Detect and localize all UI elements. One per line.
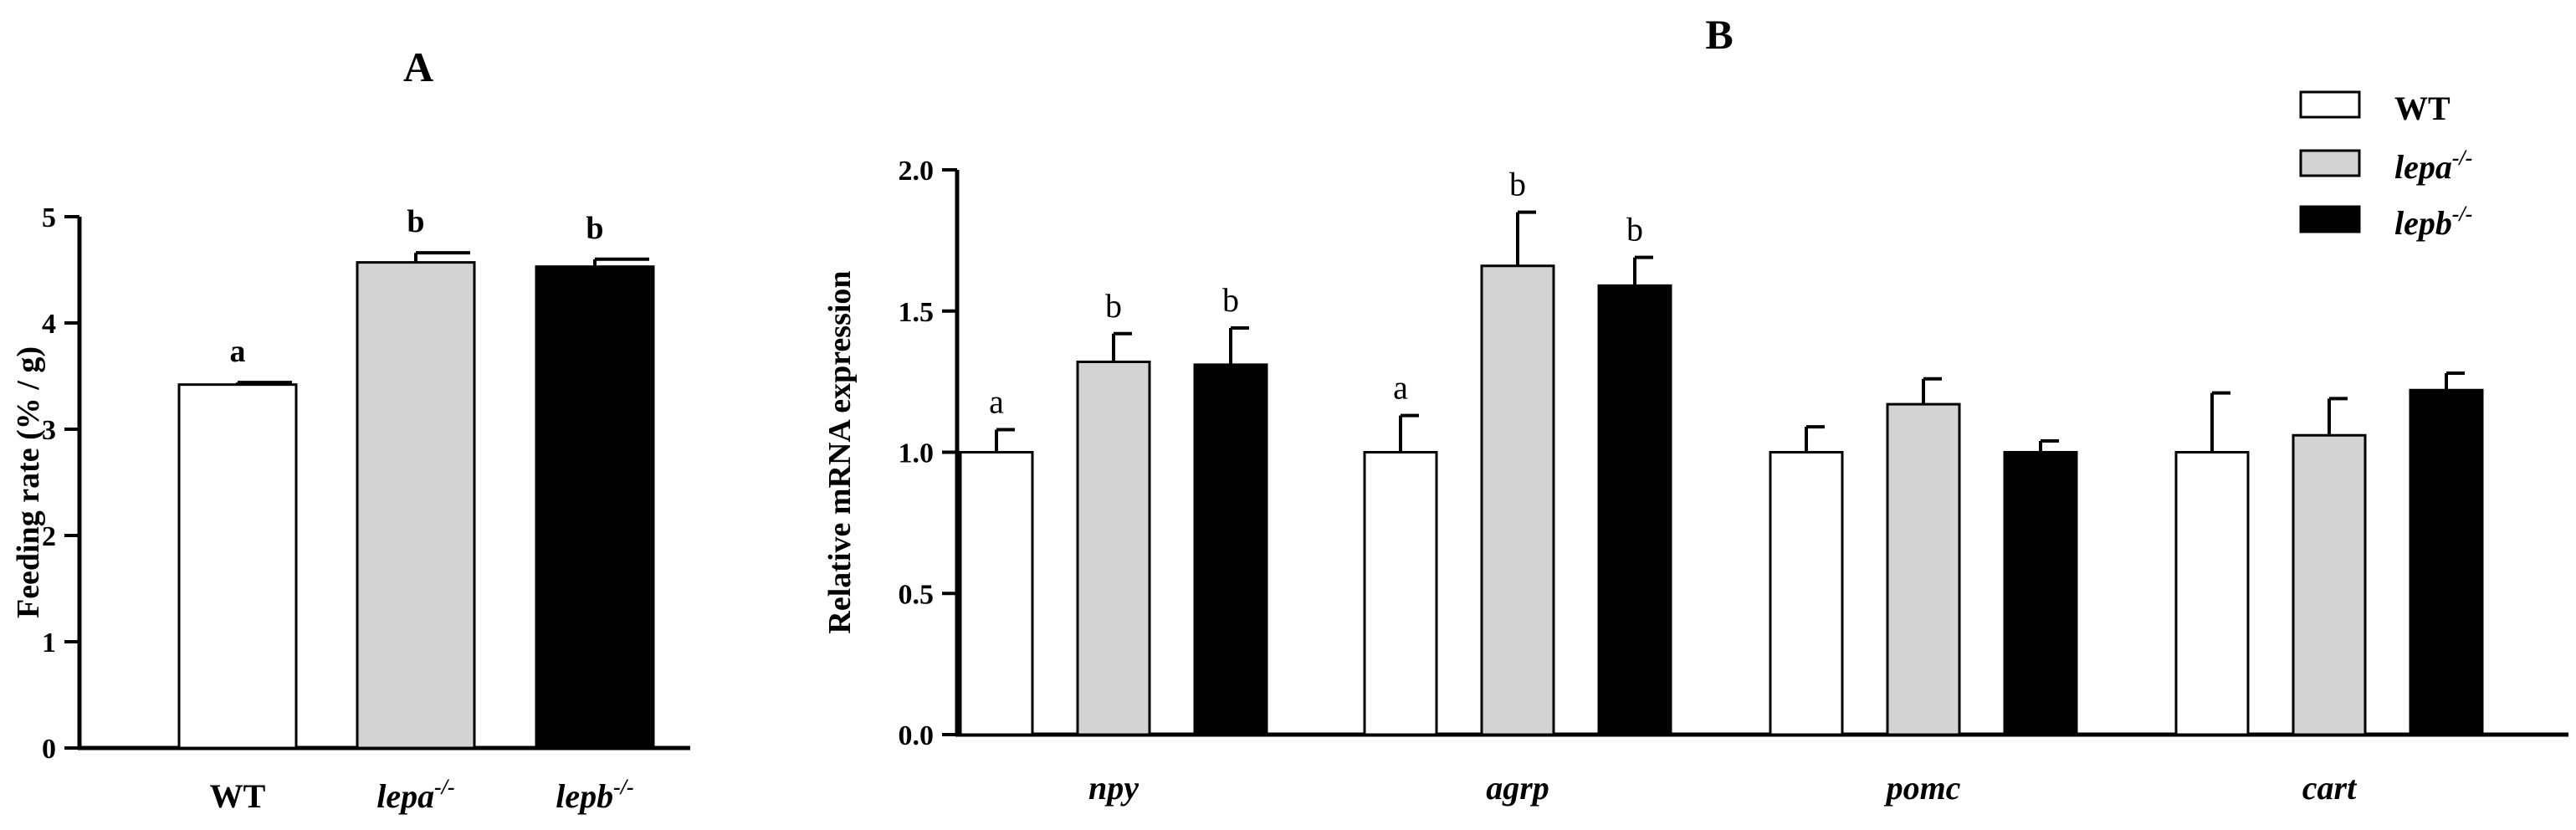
legend-swatch [2299, 90, 2361, 119]
legend-label: WT [2394, 90, 2451, 127]
panel-a-significance-letter: b [586, 211, 603, 246]
panel-a-category-label-text: lepa [376, 777, 434, 815]
panel-b-label: B [1705, 11, 1733, 58]
panel-a-significance-letter: b [407, 204, 424, 239]
legend-label-superscript: -/- [2452, 146, 2473, 170]
panel-b-significance-letter: a [989, 383, 1004, 421]
panel-b-bar [1193, 363, 1268, 736]
panel-b-y-tick-label: 1.5 [899, 297, 935, 328]
legend-swatch [2299, 205, 2361, 233]
panel-b-significance-letter: b [1626, 211, 1643, 248]
panel-b-y-tick-label: 0.0 [899, 720, 935, 751]
panel-b-y-axis-title: Relative mRNA expression [822, 270, 858, 633]
panel-a-category-label: lepb-/- [556, 775, 633, 815]
panel-b-category-label: cart [2302, 769, 2358, 807]
legend-swatch [2299, 149, 2361, 177]
panel-a-label: A [403, 44, 433, 90]
panel-b-bar [2409, 388, 2484, 736]
panel-a-y-tick-label: 0 [42, 734, 56, 765]
panel-b-bar [2292, 433, 2367, 736]
panel-a-category-label-superscript: -/- [434, 775, 455, 799]
panel-a-category-label-superscript: -/- [613, 775, 634, 799]
panel-b-bar [2174, 451, 2250, 736]
legend-label: lepb-/- [2394, 202, 2472, 242]
panel-a-bar [356, 261, 476, 750]
panel-b-chart: B 0.0 0.5 1.0 1.5 2.0 Relative mRNA expression… [822, 11, 2568, 807]
panel-a-bar [535, 265, 655, 750]
legend-label-text: lepa [2394, 148, 2452, 186]
panel-b-bar [1597, 284, 1672, 736]
panel-a-category-label-text: lepb [556, 777, 613, 815]
panel-b-bar [1480, 264, 1555, 736]
panel-b-significance-letter: a [1393, 369, 1408, 407]
panel-a-y-axis-title: Feeding rate (% / g) [11, 346, 46, 618]
panel-a-y-tick-label: 5 [42, 202, 56, 233]
panel-a-y-tick-label: 1 [42, 628, 56, 658]
legend-label-text: WT [2394, 90, 2451, 127]
panel-b-category-label: npy [1088, 769, 1139, 807]
panel-a-significance-letter: a [230, 334, 246, 369]
panel-b-bar [1886, 402, 1961, 736]
panel-b-significance-letter: b [1105, 287, 1122, 325]
legend-label-text: lepb [2394, 204, 2452, 242]
panel-b-y-tick-label: 1.0 [899, 438, 935, 469]
panel-b-bar [959, 451, 1034, 736]
panel-a-category-label: lepa-/- [376, 775, 454, 815]
legend-label: lepa-/- [2394, 146, 2472, 186]
panel-b-y-tick-label: 2.0 [899, 156, 935, 187]
panel-b-bar [1076, 361, 1151, 736]
legend-label-superscript: -/- [2452, 202, 2473, 226]
panel-b-category-label: agrp [1486, 769, 1549, 807]
panel-b-bar [1769, 451, 1844, 736]
panel-b-category-label: pomc [1884, 769, 1961, 807]
panel-a-y-tick-label: 4 [42, 309, 56, 340]
panel-b-bar [1363, 451, 1438, 736]
panel-a-y-tick-label: 3 [42, 415, 56, 446]
panel-b-significance-letter: b [1222, 281, 1239, 319]
panel-a-y-tick-label: 2 [42, 521, 56, 552]
panel-a-category-label-text: WT [210, 777, 266, 815]
panel-a-category-label: WT [210, 777, 266, 815]
panel-a-bar [177, 383, 298, 750]
panel-b-y-tick-label: 0.5 [899, 579, 935, 610]
panel-b-bar [2003, 451, 2078, 736]
panel-b-significance-letter: b [1509, 166, 1526, 203]
